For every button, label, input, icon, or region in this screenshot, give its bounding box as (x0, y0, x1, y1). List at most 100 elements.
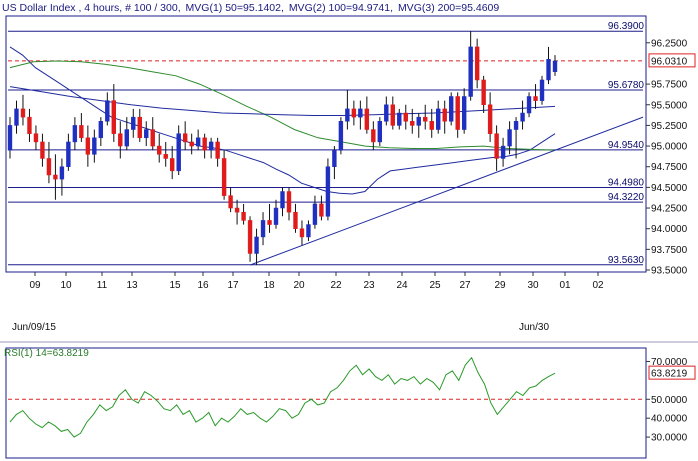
candle-body (144, 129, 149, 139)
candle-body (539, 79, 545, 101)
time-tick-label: 29 (494, 280, 506, 291)
candle (461, 88, 467, 134)
time-tick-label: 09 (29, 280, 41, 291)
candle (254, 228, 259, 266)
candle-body (384, 104, 389, 122)
candle-body (448, 96, 454, 122)
rsi-panel-frame (5, 347, 647, 459)
candle-body (241, 211, 246, 221)
candle (345, 89, 350, 130)
rsi-line (9, 356, 556, 438)
candle-body (267, 220, 272, 225)
candle-body (455, 96, 460, 130)
candle (53, 154, 58, 200)
candle (182, 121, 188, 151)
candle (390, 96, 395, 130)
time-tick-label: 01 (559, 280, 571, 291)
candle-body (377, 121, 383, 143)
candle (436, 100, 441, 134)
candle-body (286, 191, 292, 213)
candle-body (442, 108, 447, 122)
rsi-axis: 70.0000 50.0000 40.0000 30.0000 63.8219 (646, 357, 696, 444)
candle (111, 84, 117, 142)
moving-average-line (9, 86, 556, 116)
candle (487, 92, 493, 142)
candle-body (371, 129, 376, 143)
level-label: 94.4980 (608, 178, 645, 189)
price-tick-label: 93.5000 (651, 266, 688, 277)
rsi-tick-label: 40.0000 (651, 414, 688, 425)
candle-body (85, 137, 91, 155)
candle (312, 195, 318, 229)
candle (260, 212, 266, 246)
candle (46, 141, 52, 184)
ma2-label: MVG(2) 100=94.9741, (289, 2, 393, 14)
candle-body (280, 191, 285, 209)
candle-body (40, 141, 45, 159)
candle-body (27, 116, 32, 134)
candle-body (338, 121, 344, 151)
candle (144, 121, 149, 147)
time-tick-label: 17 (227, 280, 239, 291)
candle-body (7, 125, 13, 151)
candle-body (150, 129, 155, 147)
candle-body (299, 228, 305, 238)
candle-body (176, 133, 181, 172)
current-price-box (648, 53, 696, 68)
candle (137, 108, 142, 142)
candle (66, 133, 71, 171)
candle-body (260, 220, 266, 238)
candle (273, 199, 279, 229)
candle (131, 108, 136, 138)
level-label: 93.5630 (608, 255, 645, 266)
ma1-label: MVG(1) 50=95.1402, (186, 2, 284, 14)
candle-body (345, 108, 350, 122)
start-date-label: Jun/09/15 (12, 322, 56, 333)
candle-body (436, 108, 441, 130)
time-tick-label: 27 (459, 280, 471, 291)
rsi-series (8, 356, 643, 438)
candle (474, 38, 480, 89)
candle (14, 100, 19, 134)
candles (7, 31, 558, 266)
candle-body (254, 236, 259, 254)
candle-body (513, 121, 519, 130)
time-tick-label: 18 (263, 280, 275, 291)
candle (27, 108, 32, 142)
candle-body (481, 79, 486, 106)
candle-body (157, 145, 162, 155)
candle (247, 216, 253, 262)
candle-body (319, 203, 324, 217)
rsi-tick-label: 30.0000 (651, 433, 688, 444)
candle-body (358, 108, 363, 118)
end-date-label: Jun/30 (519, 322, 549, 333)
candle (228, 187, 233, 213)
candle-body (33, 133, 39, 143)
candle (351, 100, 357, 126)
candle (92, 129, 97, 163)
time-tick-label: 15 (169, 280, 181, 291)
candle (195, 129, 201, 151)
candle (546, 46, 551, 85)
time-tick-label: 10 (60, 280, 72, 291)
candle (241, 203, 246, 225)
price-tick-label: 95.7500 (651, 80, 688, 91)
candle-body (111, 100, 117, 134)
rsi-current-label: 63.8219 (651, 369, 688, 380)
time-tick-label: 30 (527, 280, 539, 291)
candle-body (546, 59, 551, 81)
candle (539, 75, 545, 105)
candle (72, 117, 78, 151)
candle (416, 113, 421, 138)
candle (533, 84, 538, 109)
candle-body (351, 108, 357, 118)
candle (221, 150, 227, 200)
candle-body (507, 129, 512, 147)
current-price-label: 96.0310 (651, 56, 688, 67)
candle (429, 108, 434, 138)
candle (267, 203, 272, 233)
candle (319, 195, 324, 221)
candle (189, 133, 194, 155)
candle (358, 100, 363, 130)
candle-body (195, 137, 201, 147)
